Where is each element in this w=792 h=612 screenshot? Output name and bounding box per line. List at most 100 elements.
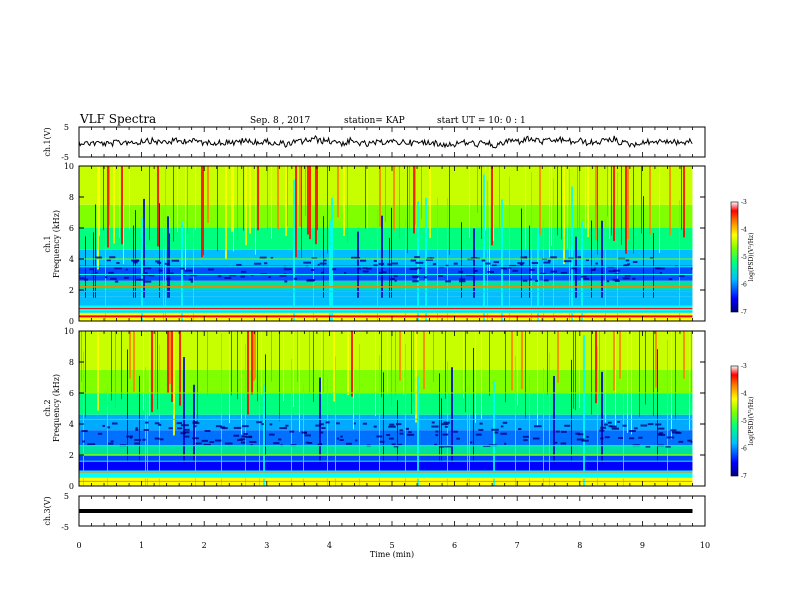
spectrogram-streak xyxy=(599,331,600,397)
spectrogram-streak xyxy=(413,331,414,406)
ytick-label: 0 xyxy=(69,317,74,326)
spectrogram-streak xyxy=(195,385,196,486)
spectrogram-streak xyxy=(225,166,227,260)
ytick-label: 4 xyxy=(69,255,74,264)
spectrogram-patch xyxy=(283,268,292,271)
colorbar-tick-label: -4 xyxy=(741,391,747,398)
spectrogram-patch xyxy=(432,263,437,266)
spectrogram-streak xyxy=(195,166,196,230)
spectrogram-streak xyxy=(357,231,359,298)
spectrogram-line xyxy=(79,471,693,473)
spectrogram-patch xyxy=(233,434,240,437)
spectrogram-line xyxy=(79,315,693,318)
spectrogram-line xyxy=(79,311,693,313)
spectrogram-patch xyxy=(195,442,202,445)
spectrogram-streak xyxy=(505,331,506,403)
spectrogram-patch xyxy=(388,425,396,428)
spectrogram-patch xyxy=(332,268,337,271)
spectrogram-patch xyxy=(494,431,499,434)
ch1-ytick-bottom: -5 xyxy=(61,153,69,162)
spectrogram-streak xyxy=(81,331,82,382)
spectrogram-patch xyxy=(659,272,663,275)
ch3-waveform-panel: 5 -5 ch.3(V) xyxy=(43,492,706,532)
spectrogram-streak xyxy=(643,196,644,298)
spectrogram-streak xyxy=(181,221,183,321)
spectrogram-streak xyxy=(305,166,306,216)
spectrogram-streak xyxy=(95,204,96,298)
start-time-label: start UT = 10: 0 : 1 xyxy=(437,116,526,126)
spectrogram-patch xyxy=(564,424,571,427)
spectrogram-streak xyxy=(329,220,331,321)
spectrogram-patch xyxy=(177,427,183,430)
spectrogram-streak xyxy=(631,331,632,435)
spectrogram-streak xyxy=(157,166,159,247)
spectrogram-streak xyxy=(509,176,510,321)
spectrogram-streak xyxy=(113,166,115,244)
ch1-spectrogram-channel-label: ch.1 xyxy=(43,235,52,252)
spectrogram-streak xyxy=(561,166,562,240)
ch1-spectrogram-image xyxy=(79,166,705,321)
spectrogram-patch xyxy=(687,439,692,442)
spectrogram-patch xyxy=(207,268,214,271)
spectrogram-patch xyxy=(192,437,199,440)
spectrogram-patch xyxy=(444,445,452,448)
spectrogram-streak xyxy=(313,224,314,321)
spectrogram-streak xyxy=(155,331,156,395)
spectrogram-patch xyxy=(279,274,287,277)
spectrogram-streak xyxy=(317,166,318,231)
colorbar-tick-label: -4 xyxy=(741,227,747,234)
spectrogram-patch xyxy=(445,280,451,283)
spectrogram-patch xyxy=(264,262,268,265)
spectrogram-patch xyxy=(135,427,138,430)
xtick-label: 7 xyxy=(515,541,520,550)
spectrogram-patch xyxy=(236,263,242,266)
spectrogram-line xyxy=(79,274,693,275)
spectrogram-streak xyxy=(187,166,188,234)
spectrogram-streak xyxy=(135,210,136,298)
spectrogram-patch xyxy=(305,441,309,444)
spectrogram-streak xyxy=(383,372,384,463)
spectrogram-patch xyxy=(270,256,274,259)
spectrogram-patch xyxy=(657,432,662,435)
spectrogram-streak xyxy=(669,166,671,236)
spectrogram-patch xyxy=(611,427,619,430)
spectrogram-patch xyxy=(325,421,330,424)
spectrogram-streak xyxy=(675,331,676,421)
spectrogram-streak xyxy=(245,166,247,246)
spectrogram-streak xyxy=(107,166,109,248)
spectrogram-patch xyxy=(319,443,322,446)
date-label: Sep. 8 , 2017 xyxy=(250,116,310,126)
spectrogram-streak xyxy=(485,166,486,231)
spectrogram-patch xyxy=(125,268,128,271)
spectrogram-patch xyxy=(571,267,577,270)
spectrogram-patch xyxy=(336,422,340,425)
spectrogram-patch xyxy=(84,278,89,281)
ytick-label: 8 xyxy=(69,358,74,367)
spectrogram-streak xyxy=(221,333,222,486)
spectrogram-patch xyxy=(269,433,275,436)
spectrogram-streak xyxy=(271,331,272,382)
spectrogram-streak xyxy=(409,166,410,231)
spectrogram-patch xyxy=(434,443,438,446)
ch1-colorbar-gradient xyxy=(730,201,739,313)
colorbar-tick-label: -6 xyxy=(741,282,747,289)
spectrogram-patch xyxy=(307,441,313,444)
spectrogram-streak xyxy=(299,331,300,432)
spectrogram-streak xyxy=(415,331,417,423)
spectrogram-streak xyxy=(207,331,208,396)
spectrogram-patch xyxy=(180,432,186,435)
spectrogram-streak xyxy=(231,331,232,396)
ch3-ylabel: ch.3(V) xyxy=(43,496,52,525)
spectrogram-streak xyxy=(145,367,146,486)
spectrogram-streak xyxy=(391,331,392,406)
spectrogram-patch xyxy=(690,441,694,444)
spectrogram-patch xyxy=(168,427,173,430)
spectrogram-streak xyxy=(515,356,516,486)
spectrogram-band xyxy=(79,228,693,250)
spectrogram-streak xyxy=(445,331,446,399)
spectrogram-streak xyxy=(283,331,284,402)
spectrogram-patch xyxy=(466,274,474,277)
station-label: station= KAP xyxy=(344,116,405,126)
spectrogram-streak xyxy=(337,166,339,218)
spectrogram-patch xyxy=(269,423,273,426)
